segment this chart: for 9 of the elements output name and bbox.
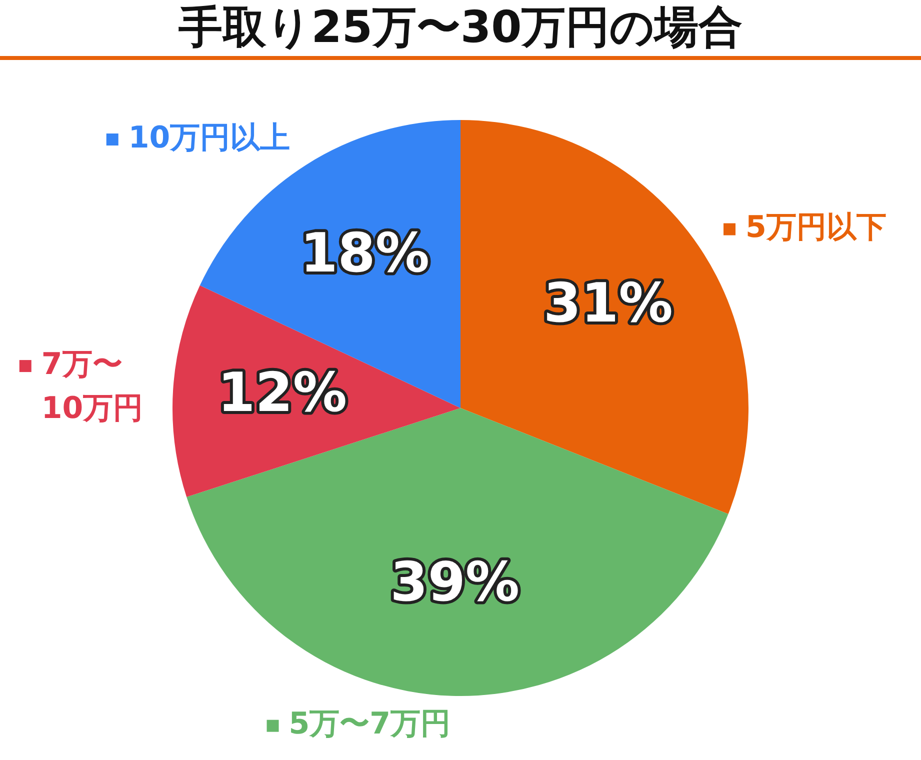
- data-label: 31%: [544, 272, 673, 335]
- data-label: 12%: [218, 360, 347, 424]
- legend-label: 10万円以上: [128, 120, 290, 156]
- legend-label: 5万〜7万円: [288, 706, 451, 742]
- legend-label: 7万〜10万円: [41, 346, 144, 426]
- legend-label: 5万円以下: [746, 210, 886, 246]
- data-label: 18%: [300, 221, 430, 284]
- data-label: 39%: [390, 550, 520, 614]
- chart-title: 手取り25万〜30万円の場合: [0, 0, 921, 60]
